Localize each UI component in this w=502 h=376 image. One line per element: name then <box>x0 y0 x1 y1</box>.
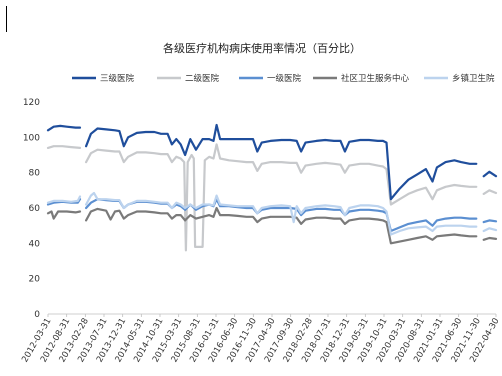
y-tick-label: 20 <box>29 275 41 285</box>
y-tick-label: 40 <box>29 239 41 249</box>
series-group <box>46 123 498 252</box>
series-line-4 <box>46 206 498 245</box>
y-axis: 0 20 40 60 80 100 120 <box>23 98 40 320</box>
y-tick-label: 120 <box>23 98 40 108</box>
y-tick-label: 0 <box>34 310 40 320</box>
corner-mark <box>6 6 7 32</box>
legend: 三级医院 二级医院 一级医院 社区卫生服务中心 乡镇卫生院 <box>72 73 495 84</box>
series-line-2 <box>46 143 498 252</box>
series-line-1 <box>46 123 498 201</box>
legend-label-2: 二级医院 <box>185 73 220 84</box>
legend-label-1: 三级医院 <box>100 73 135 84</box>
x-axis: 2012-03-312012-08-312013-02-282013-07-31… <box>20 313 502 364</box>
legend-label-5: 乡镇卫生院 <box>452 73 495 84</box>
legend-label-3: 一级医院 <box>267 73 302 84</box>
series-line-5 <box>46 191 498 236</box>
series-line-3 <box>46 198 498 233</box>
y-tick-label: 80 <box>29 169 41 179</box>
y-tick-label: 100 <box>23 133 40 143</box>
legend-label-4: 社区卫生服务中心 <box>341 73 410 84</box>
y-tick-label: 60 <box>29 204 41 214</box>
chart-title: 各级医疗机构病床使用率情况（百分比） <box>163 41 361 55</box>
